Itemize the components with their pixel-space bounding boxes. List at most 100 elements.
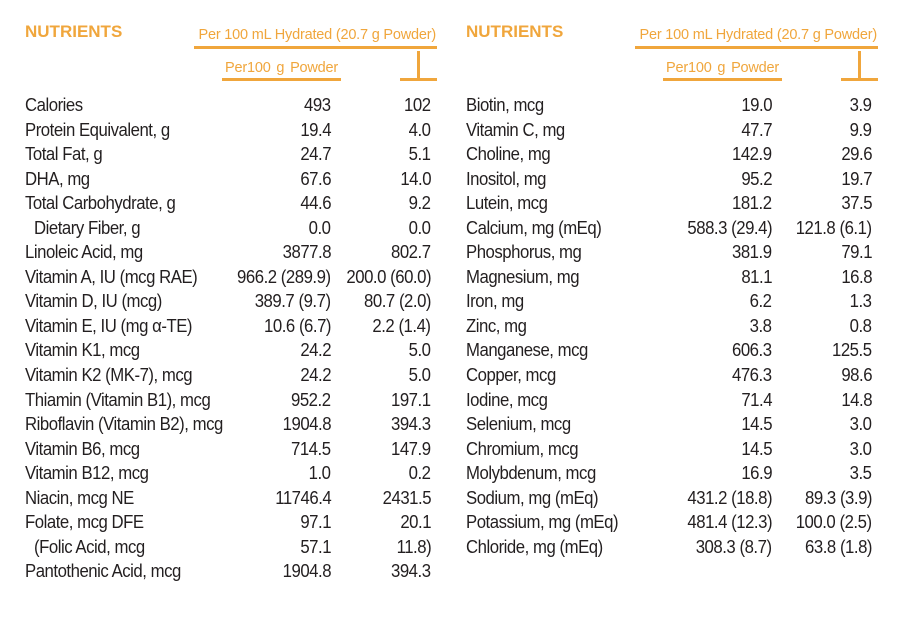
value-per-100ml-hydrated: 3.5 <box>850 463 872 484</box>
table-header: NUTRIENTS Per 100 mL Hydrated (20.7 g Po… <box>466 20 878 93</box>
value-per-100g-powder: 11746.4 <box>274 487 331 508</box>
value-per-100ml-hydrated: 802.7 <box>391 242 431 263</box>
nutrient-row: Niacin, mcg NE 11746.4 2431.5 <box>25 486 437 511</box>
nutrient-label: Calcium, mg (mEq) <box>466 217 602 238</box>
col-header-per-100g-powder: Per100 g Powder <box>222 60 342 81</box>
nutrient-row: Vitamin K2 (MK-7), mcg 24.2 5.0 <box>25 363 437 388</box>
nutrient-label: Vitamin A, IU (mcg RAE) <box>25 266 198 287</box>
value-per-100ml-hydrated: 0.8 <box>850 315 872 336</box>
nutrient-row: Total Carbohydrate, g 44.6 9.2 <box>25 191 437 216</box>
value-per-100ml-hydrated: 0.0 <box>409 217 431 238</box>
value-per-100ml-hydrated: 9.9 <box>850 119 872 140</box>
value-per-100g-powder: 6.2 <box>750 291 772 312</box>
nutrient-row: Dietary Fiber, g 0.0 0.0 <box>25 216 437 241</box>
nutrient-rows: Calories 493 102 Protein Equivalent, g 19.4 4… <box>25 93 437 584</box>
value-per-100g-powder: 14.5 <box>741 438 772 459</box>
nutrient-label: DHA, mg <box>25 168 90 189</box>
value-per-100ml-hydrated: 14.0 <box>400 168 431 189</box>
value-per-100ml-hydrated: 147.9 <box>391 438 431 459</box>
value-per-100g-powder: 142.9 <box>732 144 772 165</box>
nutrient-row: Biotin, mcg 19.0 3.9 <box>466 93 878 118</box>
nutrient-row: Inositol, mg 95.2 19.7 <box>466 167 878 192</box>
value-per-100g-powder: 481.4 (12.3) <box>687 512 772 533</box>
value-per-100g-powder: 47.7 <box>741 119 772 140</box>
value-per-100g-powder: 476.3 <box>732 365 772 386</box>
value-per-100g-powder: 71.4 <box>741 389 772 410</box>
nutrient-label: Sodium, mg (mEq) <box>466 487 599 508</box>
value-per-100ml-hydrated: 4.0 <box>409 119 431 140</box>
nutrient-label: Manganese, mcg <box>466 340 588 361</box>
nutrient-label: Inositol, mg <box>466 168 547 189</box>
value-per-100g-powder: 57.1 <box>300 536 331 557</box>
value-per-100g-powder: 1904.8 <box>282 561 332 582</box>
value-per-100g-powder: 381.9 <box>732 242 772 263</box>
nutrient-row: Pantothenic Acid, mcg 1904.8 394.3 <box>25 559 437 584</box>
value-per-100ml-hydrated: 29.6 <box>841 144 872 165</box>
nutrient-row: Calories 493 102 <box>25 93 437 118</box>
nutrient-label: Vitamin C, mg <box>466 119 565 140</box>
nutrient-label: Magnesium, mg <box>466 266 580 287</box>
value-per-100ml-hydrated: 100.0 (2.5) <box>796 512 872 533</box>
nutrient-label: Zinc, mg <box>466 315 527 336</box>
nutrient-label: Protein Equivalent, g <box>25 119 170 140</box>
nutrient-label: Lutein, mcg <box>466 193 548 214</box>
value-per-100g-powder: 95.2 <box>741 168 772 189</box>
value-per-100ml-hydrated: 3.0 <box>850 438 872 459</box>
nutrient-label: Vitamin B12, mcg <box>25 463 149 484</box>
nutrient-label: Pantothenic Acid, mcg <box>25 561 181 582</box>
value-per-100ml-hydrated: 19.7 <box>841 168 872 189</box>
nutrient-row: Potassium, mg (mEq) 481.4 (12.3) 100.0 (2.… <box>466 510 878 535</box>
nutrient-row: Folate, mcg DFE 97.1 20.1 <box>25 510 437 535</box>
value-per-100g-powder: 19.0 <box>741 95 772 115</box>
nutrient-label: Thiamin (Vitamin B1), mcg <box>25 389 211 410</box>
nutrient-row: Thiamin (Vitamin B1), mcg 952.2 197.1 <box>25 388 437 413</box>
value-per-100ml-hydrated: 9.2 <box>409 193 431 214</box>
value-per-100ml-hydrated: 5.0 <box>409 365 431 386</box>
value-per-100g-powder: 952.2 <box>291 389 331 410</box>
nutrient-label: Iodine, mcg <box>466 389 548 410</box>
nutrient-row: DHA, mg 67.6 14.0 <box>25 167 437 192</box>
value-per-100ml-hydrated: 125.5 <box>832 340 872 361</box>
col-header-per-100g-powder: Per100 g Powder <box>663 60 783 81</box>
value-per-100g-powder: 1.0 <box>309 463 331 484</box>
nutrient-row: Selenium, mcg 14.5 3.0 <box>466 412 878 437</box>
col-header-per-100ml-hydrated: Per 100 mL Hydrated (20.7 g Powder) <box>634 27 878 49</box>
value-per-100g-powder: 14.5 <box>741 414 772 435</box>
nutrient-row: Total Fat, g 24.7 5.1 <box>25 142 437 167</box>
nutrient-row: Sodium, mg (mEq) 431.2 (18.8) 89.3 (3.9) <box>466 486 878 511</box>
nutrient-label: Potassium, mg (mEq) <box>466 512 619 533</box>
value-per-100g-powder: 67.6 <box>300 168 331 189</box>
nutrient-label: Choline, mg <box>466 144 551 165</box>
value-per-100g-powder: 1904.8 <box>282 414 332 435</box>
nutrient-label: Chloride, mg (mEq) <box>466 536 603 557</box>
value-per-100g-powder: 10.6 (6.7) <box>263 315 331 336</box>
nutrient-row: Calcium, mg (mEq) 588.3 (29.4) 121.8 (6.1) <box>466 216 878 241</box>
hydrated-column-bracket <box>400 51 437 81</box>
value-per-100g-powder: 81.1 <box>741 266 772 287</box>
nutrient-label: Iron, mg <box>466 291 524 312</box>
value-per-100ml-hydrated: 197.1 <box>391 389 431 410</box>
nutrient-label: Biotin, mcg <box>466 95 544 115</box>
nutrient-label: Phosphorus, mg <box>466 242 582 263</box>
value-per-100ml-hydrated: 14.8 <box>841 389 872 410</box>
value-per-100g-powder: 3.8 <box>750 315 772 336</box>
value-per-100g-powder: 3877.8 <box>282 242 332 263</box>
value-per-100ml-hydrated: 20.1 <box>400 512 431 533</box>
nutrient-row: Zinc, mg 3.8 0.8 <box>466 314 878 339</box>
value-per-100g-powder: 19.4 <box>300 119 331 140</box>
nutrient-label: Vitamin K2 (MK-7), mcg <box>25 365 193 386</box>
nutrient-label: Molybdenum, mcg <box>466 463 596 484</box>
value-per-100ml-hydrated: 1.3 <box>850 291 872 312</box>
nutrient-row: Riboflavin (Vitamin B2), mcg 1904.8 394.3 <box>25 412 437 437</box>
table-title: NUTRIENTS <box>25 22 123 41</box>
nutrient-label: Niacin, mcg NE <box>25 487 134 508</box>
value-per-100g-powder: 16.9 <box>741 463 772 484</box>
value-per-100g-powder: 389.7 (9.7) <box>255 291 331 312</box>
value-per-100ml-hydrated: 2431.5 <box>382 487 432 508</box>
nutrient-row: Copper, mcg 476.3 98.6 <box>466 363 878 388</box>
nutrient-label: Chromium, mcg <box>466 438 579 459</box>
value-per-100g-powder: 0.0 <box>309 217 331 238</box>
nutrient-rows: Biotin, mcg 19.0 3.9 Vitamin C, mg 47.7 9.9 Ch… <box>466 93 878 559</box>
value-per-100g-powder: 588.3 (29.4) <box>687 217 772 238</box>
